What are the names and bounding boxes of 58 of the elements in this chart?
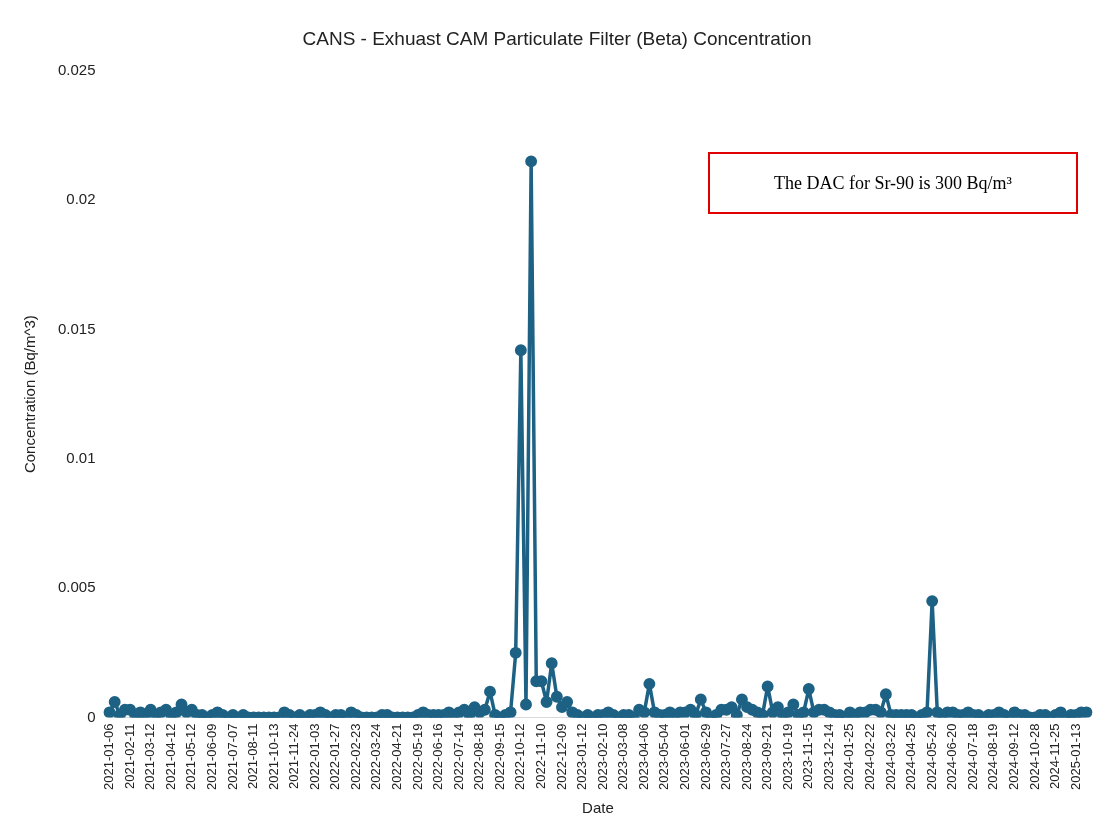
x-tick-label: 2023-06-29 (697, 723, 713, 790)
x-tick-label: 2021-01-06 (101, 723, 117, 790)
x-tick-label: 2022-01-27 (327, 723, 343, 790)
x-tick-label: 2024-07-18 (964, 723, 980, 790)
annotation: The DAC for Sr-90 is 300 Bq/m³ (773, 172, 1013, 194)
x-tick-label: 2022-11-10 (532, 723, 548, 790)
x-tick-label: 2021-02-11 (121, 723, 137, 790)
x-tick-label: 2023-07-27 (718, 723, 734, 790)
x-tick-label: 2023-11-15 (800, 723, 816, 790)
x-tick-label: 2024-09-12 (1006, 723, 1021, 790)
x-tick-label: 2024-04-25 (903, 723, 919, 790)
x-tick-label: 2025-01-13 (1067, 723, 1083, 790)
x-tick-label: 2023-04-06 (635, 723, 651, 790)
x-tick-label: 2024-08-19 (985, 723, 1001, 790)
y-tick-label: 0.025 (57, 60, 96, 78)
x-tick-label: 2023-05-04 (656, 723, 672, 790)
x-tick-label: 2021-07-07 (224, 723, 240, 790)
x-tick-label: 2022-09-15 (491, 723, 507, 790)
x-tick-label: 2023-06-01 (676, 723, 692, 790)
x-tick-label: 2021-10-13 (265, 723, 281, 790)
x-tick-label: 2023-08-24 (738, 723, 754, 790)
x-tick-label: 2023-09-21 (759, 723, 775, 790)
x-tick-label: 2022-02-23 (347, 723, 363, 790)
x-tick-label: 2022-04-21 (389, 723, 405, 790)
y-tick-label: 0.01 (66, 448, 96, 466)
x-tick-label: 2024-01-25 (841, 723, 857, 790)
x-tick-label: 2024-11-25 (1047, 723, 1063, 790)
x-tick-label: 2021-04-12 (162, 723, 178, 790)
x-tick-label: 2022-12-09 (553, 723, 569, 790)
x-tick-label: 2024-02-22 (862, 723, 878, 790)
x-tick-label: 2022-10-12 (512, 723, 528, 790)
x-tick-label: 2022-05-19 (409, 723, 425, 790)
x-tick-label: 2023-02-10 (594, 723, 610, 790)
x-tick-label: 2021-06-09 (203, 723, 219, 790)
y-tick-label: 0 (87, 707, 96, 725)
y-tick-label: 0.005 (57, 578, 96, 596)
x-tick-label: 2023-01-12 (574, 723, 590, 790)
x-tick-label: 2022-03-24 (368, 723, 384, 790)
x-tick-label: 2024-03-22 (882, 723, 898, 790)
x-tick-label: 2022-07-14 (450, 723, 466, 790)
x-axis-title: Date (582, 799, 614, 817)
x-tick-label: 2023-10-19 (779, 723, 795, 790)
chart-title: CANS - Exhuast CAM Particulate Filter (Beta) Concentration (302, 27, 812, 49)
x-tick-label: 2023-12-14 (820, 723, 836, 790)
y-tick-label: 0.02 (66, 190, 96, 208)
x-tick-label: 2023-03-08 (615, 723, 631, 790)
x-tick-label: 2022-06-16 (430, 723, 446, 790)
x-tick-label: 2021-11-24 (286, 723, 302, 790)
x-tick-label: 2022-08-18 (471, 723, 487, 790)
x-tick-label: 2024-06-20 (944, 723, 960, 790)
x-tick-label: 2024-05-24 (923, 723, 939, 790)
x-tick-label: 2021-08-11 (245, 723, 261, 790)
y-axis-title: Concentration (Bq/m^3) (21, 315, 39, 474)
x-tick-label: 2024-10-28 (1026, 723, 1042, 790)
x-tick-label: 2022-01-03 (306, 723, 322, 790)
y-tick-label: 0.015 (57, 319, 96, 337)
x-tick-label: 2021-05-12 (183, 723, 199, 790)
x-tick-label: 2021-03-12 (142, 723, 158, 790)
